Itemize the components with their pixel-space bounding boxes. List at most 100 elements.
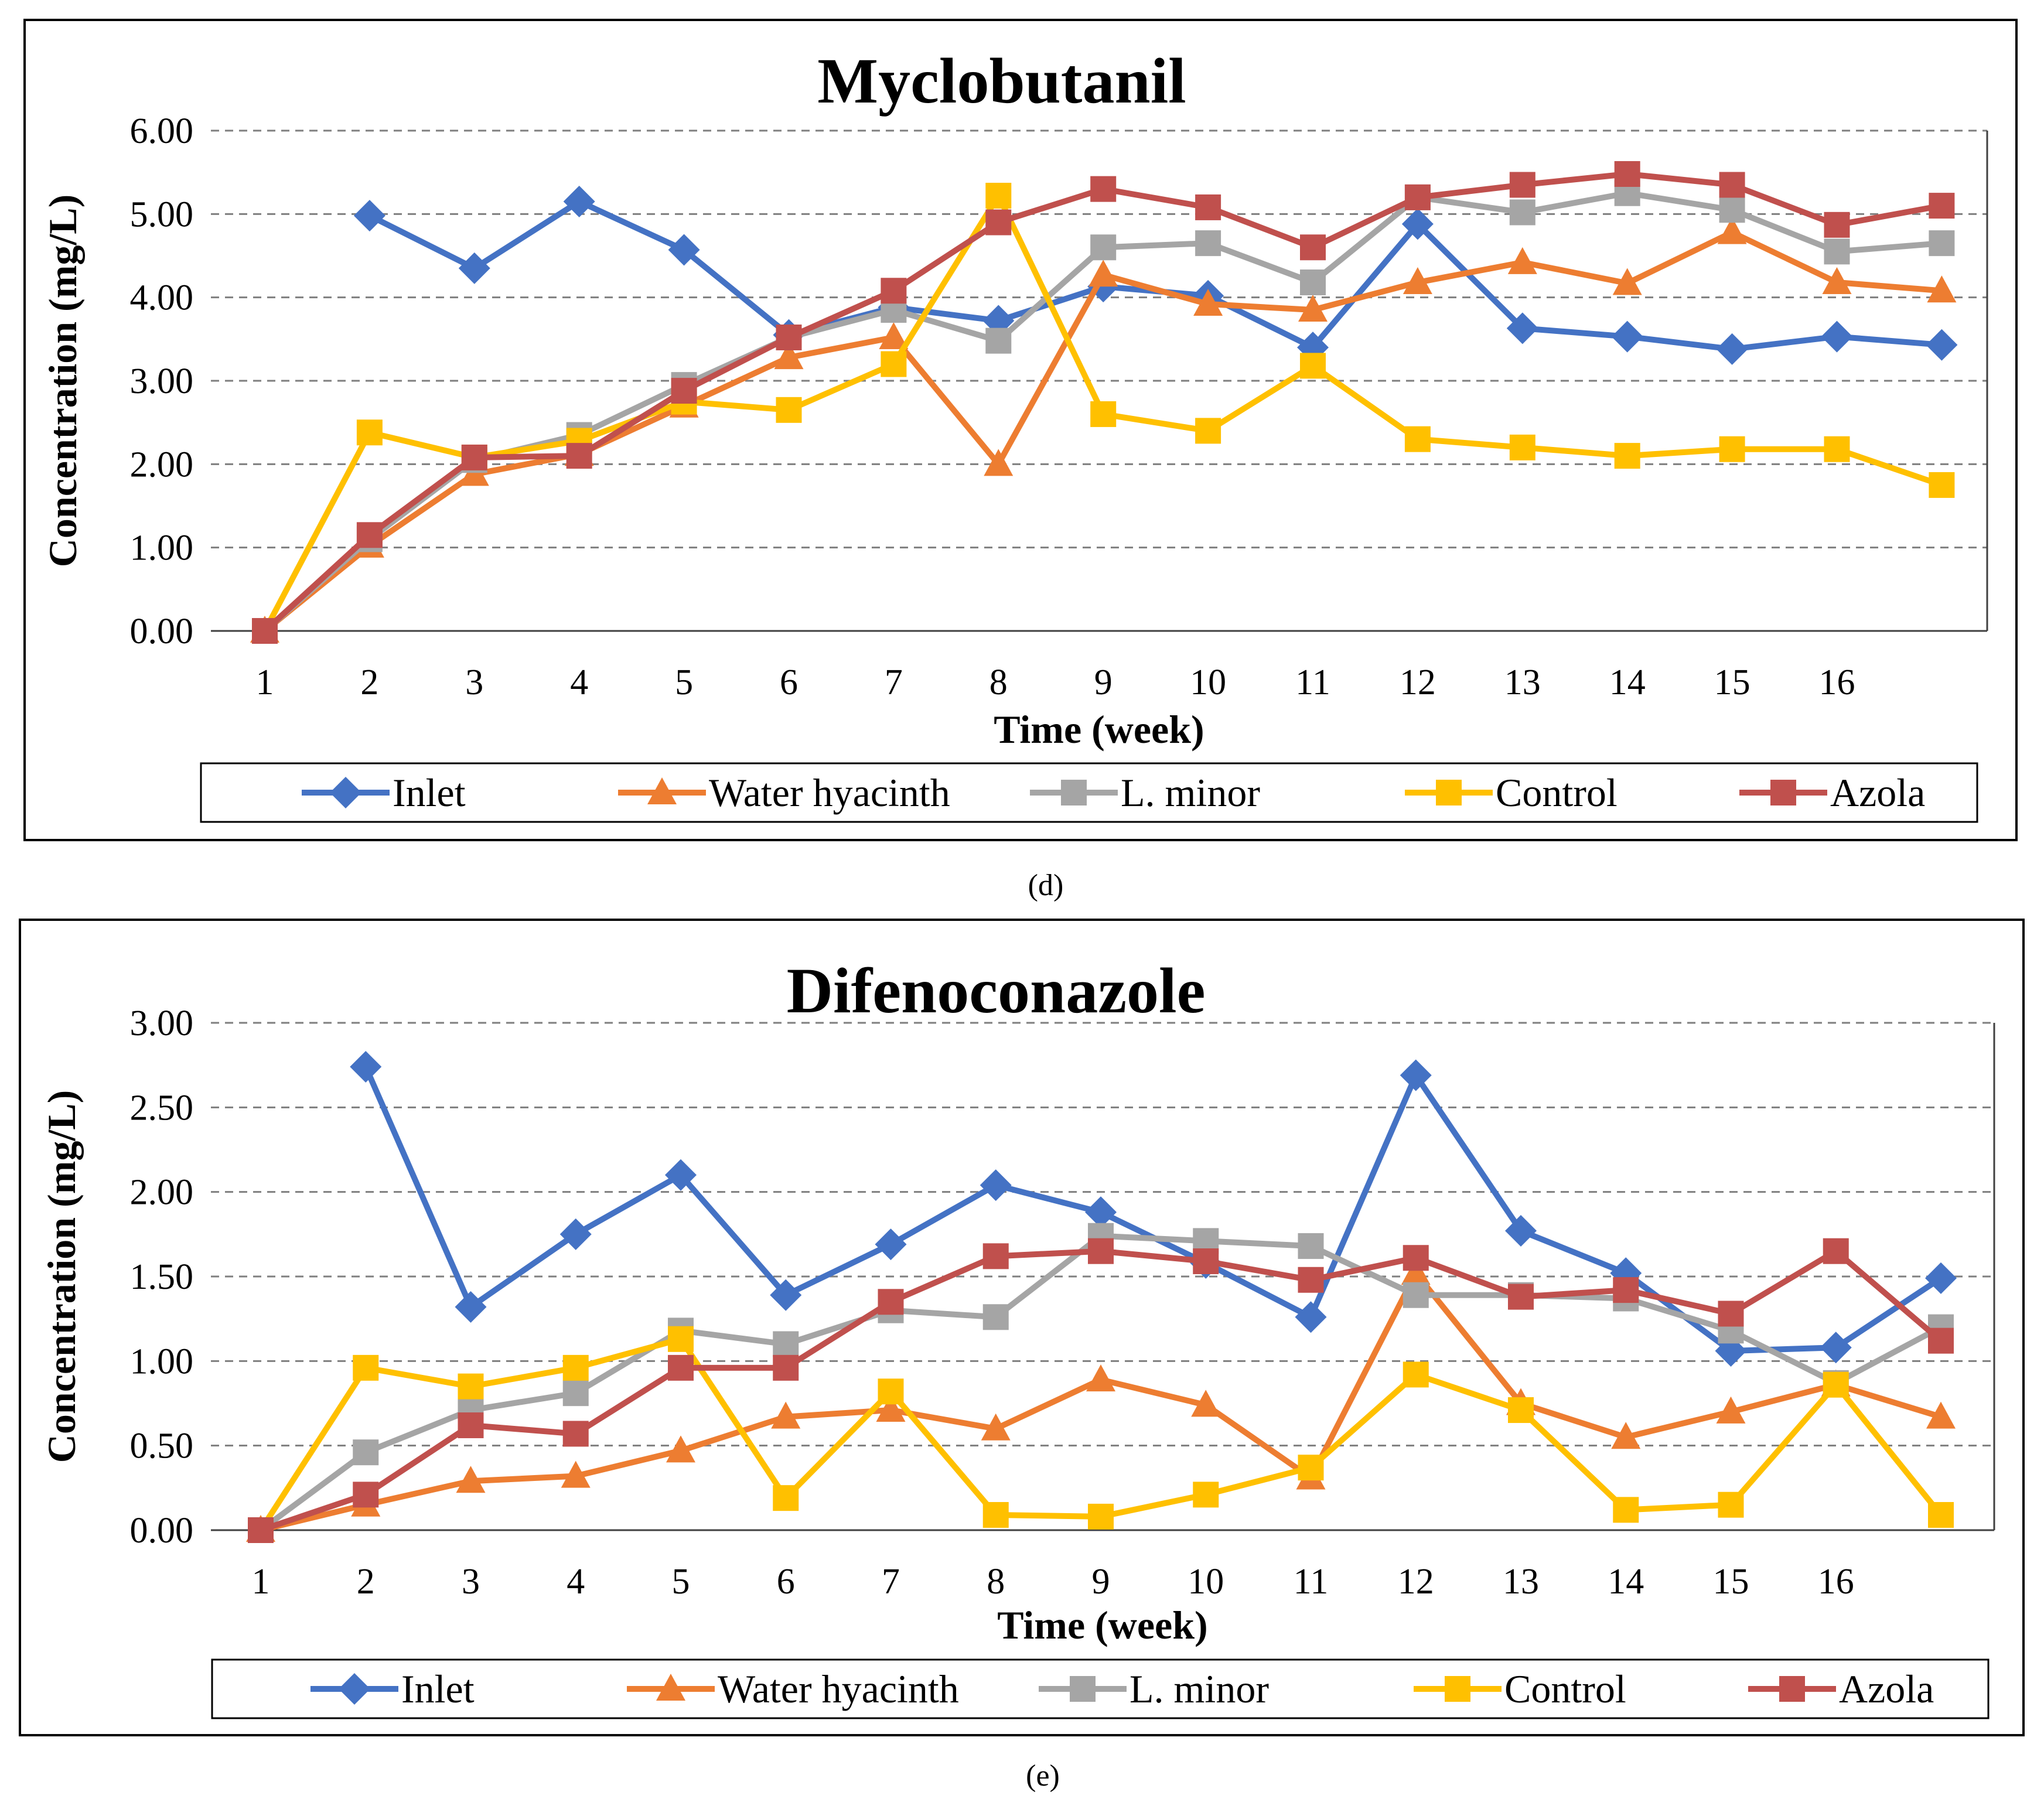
data-point-water-hyacinth — [1927, 275, 1957, 303]
x-tick-label: 3 — [462, 1562, 480, 1602]
x-tick-label: 9 — [1092, 1562, 1110, 1602]
data-point-water-hyacinth — [1507, 247, 1537, 274]
x-tick-label: 5 — [675, 663, 693, 702]
data-point-azola — [1824, 211, 1850, 238]
myclobutanil-chart: 0.001.002.003.004.005.006.001 2 3 4 5 6 7 8 9 10 1… — [40, 111, 1988, 823]
data-point-water-hyacinth — [774, 342, 804, 370]
data-point-azola — [356, 522, 383, 548]
data-point-water-hyacinth — [1716, 1396, 1746, 1424]
data-point-inlet — [668, 234, 700, 266]
data-point-control — [1929, 472, 1955, 498]
panel-e: Difenoconazole 0.00 0.50 1.00 1.50 2.00 2.50 3… — [19, 919, 2025, 1736]
data-point-azola — [1614, 161, 1640, 187]
data-point-water-hyacinth — [1717, 217, 1747, 244]
panel-e-caption: (e) — [1026, 1759, 1060, 1793]
series-control — [248, 1326, 1954, 1543]
y-tick-label: 1.00 — [130, 1342, 194, 1381]
data-point-azola — [1928, 1327, 1954, 1354]
y-tick-label: 2.00 — [130, 445, 194, 484]
data-point-control — [668, 1326, 694, 1352]
data-point-l-minor — [773, 1331, 799, 1357]
data-point-inlet — [1611, 320, 1643, 353]
x-tick-label: 5 — [672, 1562, 690, 1602]
data-point-control — [1509, 434, 1535, 460]
data-point-l-minor — [1509, 199, 1535, 226]
data-point-azola — [1193, 1248, 1219, 1275]
legend-label-azola: Azola — [1839, 1667, 1934, 1711]
legend: Inlet Water hyacinth L. minor Control Azola — [200, 762, 1978, 823]
data-point-control — [1928, 1502, 1954, 1528]
data-point-inlet — [1085, 1196, 1117, 1228]
x-tick-label: 12 — [1400, 663, 1436, 702]
data-point-control — [1300, 353, 1326, 379]
data-point-water-hyacinth — [1298, 295, 1328, 322]
y-tick-label: 2.00 — [130, 1173, 194, 1213]
data-point-azola — [1403, 1245, 1429, 1271]
x-axis-label: Time (week) — [994, 707, 1204, 752]
legend-label-control: Control — [1496, 770, 1618, 815]
legend-label-control: Control — [1504, 1667, 1626, 1711]
x-tick-label: 1 — [252, 1562, 270, 1602]
x-axis-label: Time (week) — [997, 1603, 1207, 1647]
data-point-azola — [1929, 193, 1955, 219]
y-tick-label: 1.50 — [130, 1257, 194, 1297]
data-point-control — [1508, 1397, 1534, 1424]
x-tick-label: 2 — [357, 1562, 375, 1602]
y-axis-label: Concentration (mg/L) — [39, 1090, 84, 1463]
data-point-water-hyacinth — [1403, 267, 1432, 295]
data-point-inlet — [1820, 1332, 1852, 1364]
data-point-inlet — [350, 1051, 382, 1083]
x-tick-label: 16 — [1818, 1562, 1854, 1602]
data-point-azola — [1300, 234, 1326, 261]
chart-title: Myclobutanil — [817, 45, 1186, 117]
y-axis-label: Concentration (mg/L) — [40, 194, 85, 567]
x-tick-label: 9 — [1094, 663, 1113, 702]
data-point-azola — [1719, 172, 1745, 198]
data-point-azola — [878, 1289, 904, 1315]
series-control — [252, 183, 1955, 644]
legend: Inlet Water hyacinth L. minor Control Azola — [211, 1658, 1990, 1719]
data-point-water-hyacinth — [981, 1413, 1011, 1441]
panel-e-frame — [19, 919, 2025, 1736]
data-point-inlet — [353, 200, 385, 232]
data-point-inlet — [980, 1169, 1012, 1202]
x-tick-label: 7 — [885, 663, 903, 702]
x-tick-label: 11 — [1294, 1562, 1329, 1602]
data-point-inlet — [1926, 329, 1958, 361]
x-tick-label: 4 — [567, 1562, 585, 1602]
difenoconazole-chart: 0.000.501.001.502.002.503.001 2 3 4 5 6 7 8 9 10 1… — [39, 1004, 1995, 1719]
data-point-inlet — [1821, 320, 1853, 353]
data-point-l-minor — [1298, 1233, 1324, 1260]
data-point-water-hyacinth — [876, 1395, 906, 1422]
data-point-water-hyacinth — [1611, 1422, 1641, 1449]
data-point-azola — [458, 1412, 484, 1439]
data-point-azola — [881, 278, 907, 304]
legend-marker-control — [1445, 1676, 1470, 1702]
data-point-water-hyacinth — [1612, 268, 1642, 295]
data-point-azola — [1613, 1277, 1639, 1303]
x-tick-label: 13 — [1504, 663, 1541, 702]
data-point-azola — [1090, 176, 1117, 202]
x-tick-label: 10 — [1188, 1562, 1224, 1602]
data-point-l-minor — [985, 327, 1012, 354]
data-point-inlet — [559, 1218, 592, 1250]
data-point-inlet — [458, 252, 490, 284]
data-point-azola — [1088, 1238, 1114, 1264]
y-tick-label: 3.00 — [130, 1004, 194, 1043]
data-point-water-hyacinth — [984, 449, 1014, 476]
data-point-control — [356, 419, 383, 446]
data-point-l-minor — [1929, 230, 1955, 257]
x-tick-label: 4 — [570, 663, 588, 702]
data-point-azola — [566, 443, 592, 469]
data-point-azola — [461, 444, 487, 470]
data-point-water-hyacinth — [1088, 260, 1118, 287]
data-point-control — [1719, 436, 1745, 462]
data-point-inlet — [1506, 312, 1538, 344]
x-tick-label: 6 — [780, 663, 798, 702]
data-point-water-hyacinth — [1193, 289, 1223, 316]
data-point-l-minor — [562, 1380, 589, 1407]
data-point-l-minor — [353, 1439, 379, 1466]
data-point-azola — [671, 378, 697, 404]
x-tick-label: 8 — [989, 663, 1008, 702]
